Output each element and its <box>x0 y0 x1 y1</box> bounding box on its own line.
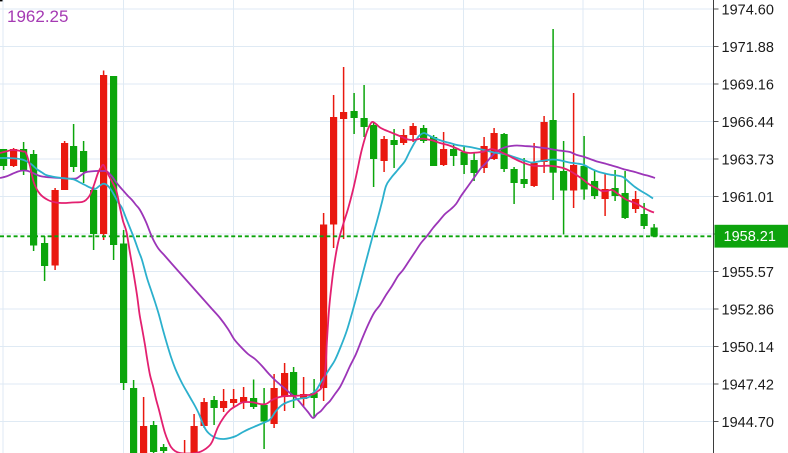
svg-text:1969.16: 1969.16 <box>722 77 774 93</box>
svg-text:1947.42: 1947.42 <box>722 377 774 393</box>
svg-text:1950.14: 1950.14 <box>722 340 774 356</box>
svg-text:1958.21: 1958.21 <box>724 229 776 245</box>
svg-text:1961.01: 1961.01 <box>722 190 774 206</box>
svg-text:1952.86: 1952.86 <box>722 302 774 318</box>
svg-text:1974.60: 1974.60 <box>722 2 774 18</box>
svg-text:1971.88: 1971.88 <box>722 40 774 56</box>
svg-text:1963.73: 1963.73 <box>722 152 774 168</box>
svg-text:1962.25: 1962.25 <box>7 7 68 26</box>
svg-text:1955.57: 1955.57 <box>722 265 774 281</box>
svg-text:1944.70: 1944.70 <box>722 415 774 431</box>
svg-text:1966.44: 1966.44 <box>722 115 774 131</box>
